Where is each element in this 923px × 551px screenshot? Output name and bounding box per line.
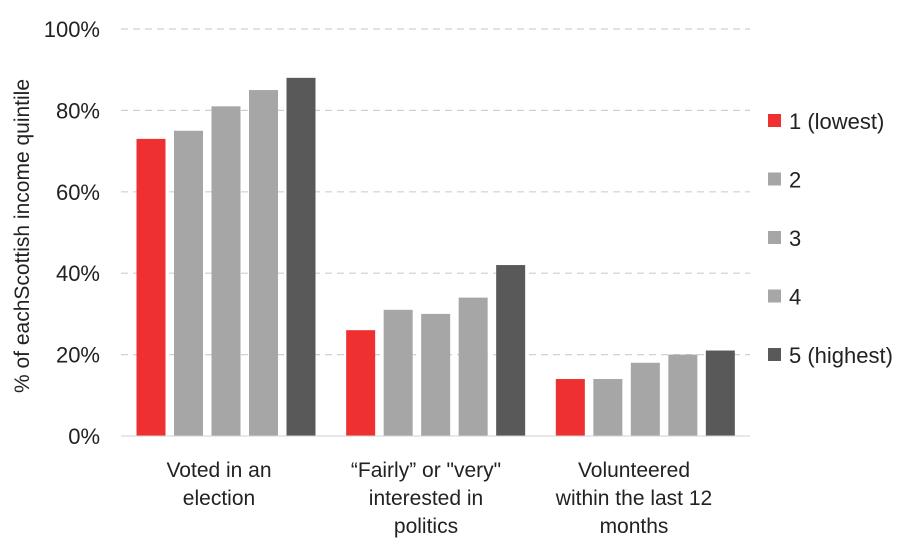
category-label: Voted in an election — [166, 459, 271, 510]
y-tick-label: 60% — [56, 180, 100, 205]
bar-3-2 — [593, 379, 623, 436]
bar-1-5 — [286, 77, 316, 436]
bar-2-2 — [383, 309, 413, 436]
bar-1-3 — [211, 106, 241, 436]
legend-label: 2 — [789, 168, 801, 193]
category-label-line: Volunteered — [578, 459, 690, 482]
legend-swatch — [768, 172, 781, 186]
bar-3-3 — [630, 362, 660, 436]
legend-label: 5 (highest) — [789, 343, 893, 368]
bar-3-5 — [705, 350, 735, 436]
y-tick-label: 80% — [56, 98, 100, 123]
legend: 1 (lowest) 2 3 4 5 (highest) — [768, 109, 893, 368]
category-label-line: interested in — [369, 487, 483, 510]
category-label: Volunteered within the last 12 months — [555, 459, 712, 538]
x-axis-categories: Voted in an election “Fairly” or "very" int… — [166, 459, 712, 538]
category-label-line: Voted in an — [166, 459, 271, 482]
legend-label: 1 (lowest) — [789, 109, 884, 134]
category-label-line: politics — [394, 515, 458, 538]
bar-1-4 — [249, 90, 278, 437]
legend-swatch — [768, 231, 781, 244]
legend-label: 4 — [789, 285, 801, 310]
category-label: “Fairly” or "very" interested in politics — [351, 459, 501, 538]
category-label-line: “Fairly” or "very" — [351, 459, 501, 482]
y-axis-label: % of eachScottish income quintile — [11, 79, 34, 393]
y-tick-label: 100% — [44, 17, 100, 42]
legend-swatch — [768, 348, 781, 361]
y-tick-label: 40% — [56, 261, 100, 286]
bar-3-1 — [555, 379, 585, 436]
bar-1-1 — [136, 138, 166, 436]
bar-1-2 — [174, 130, 203, 436]
bar-2-5 — [496, 265, 526, 436]
category-label-line: months — [600, 515, 669, 538]
y-tick-label: 20% — [56, 343, 100, 368]
y-tick-label: 0% — [68, 424, 100, 449]
legend-swatch — [768, 289, 781, 303]
category-label-line: within the last 12 — [555, 487, 712, 510]
bar-2-3 — [421, 313, 451, 436]
legend-label: 3 — [789, 226, 801, 251]
legend-swatch — [768, 114, 781, 127]
bar-2-1 — [346, 330, 376, 436]
bar-2-4 — [458, 297, 488, 436]
y-axis-ticks: 0% 20% 40% 60% 80% 100% — [44, 17, 100, 449]
bars — [136, 77, 735, 437]
bar-3-4 — [668, 354, 698, 436]
category-label-line: election — [183, 487, 255, 510]
